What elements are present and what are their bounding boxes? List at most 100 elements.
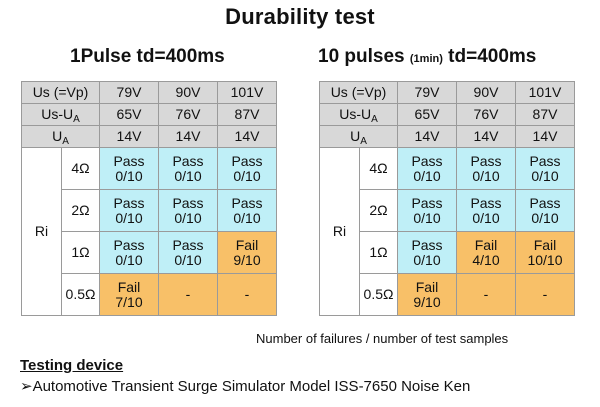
result-cell: Pass 0/10 xyxy=(158,147,218,190)
result-count: 0/10 xyxy=(115,209,143,226)
row-us-vp-label: Us (=Vp) xyxy=(21,81,100,104)
result-label: Pass xyxy=(529,152,561,169)
row-us-ua-value: 87V xyxy=(217,103,277,126)
result-count: 7/10 xyxy=(115,293,143,310)
row-us-ua-label-main: Us-U xyxy=(339,106,372,122)
row-ua-value: 14V xyxy=(515,125,575,148)
result-count: 0/10 xyxy=(233,167,261,184)
result-cell: - xyxy=(158,273,218,316)
result-label: Pass xyxy=(231,152,263,169)
row-us-vp-value: 79V xyxy=(397,81,457,104)
result-label: Pass xyxy=(172,152,204,169)
row-us-vp: Us (=Vp) 79V 90V 101V xyxy=(319,81,575,104)
result-label: - xyxy=(542,286,548,302)
subtitle-ten-pulses-duration: (1min) xyxy=(409,53,443,65)
result-label: Fail xyxy=(235,236,259,253)
result-count: 0/10 xyxy=(413,167,441,184)
testing-device-name: Automotive Transient Surge Simulator Mod… xyxy=(32,378,471,395)
resistance-label: 1Ω xyxy=(61,231,100,274)
result-cell: Pass 0/10 xyxy=(515,147,575,190)
result-label: Pass xyxy=(113,236,145,253)
row-us-ua: Us-UA 65V 76V 87V xyxy=(21,103,277,126)
result-count: 0/10 xyxy=(531,209,559,226)
row-us-ua-value: 65V xyxy=(99,103,159,126)
resistance-label: 2Ω xyxy=(359,189,398,232)
row-ua-label-subscript: A xyxy=(62,136,69,147)
result-label: - xyxy=(244,286,250,302)
result-count: 10/10 xyxy=(527,251,563,268)
row-ua: UA 14V 14V 14V xyxy=(319,125,575,148)
row-us-ua-value: 65V xyxy=(397,103,457,126)
row-ua-value: 14V xyxy=(99,125,159,148)
result-label: Fail xyxy=(117,278,141,295)
result-cell: Pass 0/10 xyxy=(397,147,457,190)
result-count: 9/10 xyxy=(233,251,261,268)
page-title: Durability test xyxy=(225,4,375,29)
resistance-label: 0.5Ω xyxy=(359,273,398,316)
bullet-arrow-icon: ➢ xyxy=(20,378,33,395)
subtitle-ten-pulses-main: 10 pulses xyxy=(318,46,405,67)
results-table-ten-pulses: Us (=Vp) 79V 90V 101V Us-UA 65V 76V 87V UA 14V 14V… xyxy=(319,81,575,316)
row-us-ua: Us-UA 65V 76V 87V xyxy=(319,103,575,126)
result-cell: - xyxy=(456,273,516,316)
row-ua-value: 14V xyxy=(217,125,277,148)
result-cell: Fail 9/10 xyxy=(217,231,277,274)
result-label: Pass xyxy=(470,194,502,211)
result-cell: Fail 9/10 xyxy=(397,273,457,316)
resistance-label: 2Ω xyxy=(61,189,100,232)
result-cell: - xyxy=(515,273,575,316)
result-label: Pass xyxy=(529,194,561,211)
result-count: 0/10 xyxy=(174,209,202,226)
row-us-vp-value: 90V xyxy=(158,81,218,104)
resistance-label: 4Ω xyxy=(359,147,398,190)
row-us-ua-label-subscript: A xyxy=(371,114,378,125)
result-cell: Pass 0/10 xyxy=(158,231,218,274)
result-cell: Pass 0/10 xyxy=(456,189,516,232)
result-count: 0/10 xyxy=(472,209,500,226)
result-cell: Pass 0/10 xyxy=(99,147,159,190)
row-us-ua-label-subscript: A xyxy=(73,114,80,125)
result-count: 0/10 xyxy=(115,167,143,184)
row-us-vp-value: 79V xyxy=(99,81,159,104)
result-cell: Pass 0/10 xyxy=(158,189,218,232)
result-count: 0/10 xyxy=(115,251,143,268)
result-count: 0/10 xyxy=(472,167,500,184)
row-us-ua-value: 87V xyxy=(515,103,575,126)
subtitle-one-pulse: 1Pulse td=400ms xyxy=(70,46,225,67)
row-us-vp: Us (=Vp) 79V 90V 101V xyxy=(21,81,277,104)
result-cell: Pass 0/10 xyxy=(397,189,457,232)
row-ua-value: 14V xyxy=(456,125,516,148)
table-row: Ri 4Ω Pass 0/10 Pass 0/10 Pass 0/10 xyxy=(21,147,277,316)
result-label: Pass xyxy=(411,152,443,169)
result-count: 0/10 xyxy=(233,209,261,226)
table-row: 2Ω Pass 0/10 Pass 0/10 Pass 0/10 xyxy=(22,189,277,232)
result-cell: Pass 0/10 xyxy=(217,189,277,232)
resistance-label: 0.5Ω xyxy=(61,273,100,316)
result-cell: Pass 0/10 xyxy=(217,147,277,190)
result-label: Pass xyxy=(231,194,263,211)
result-count: 0/10 xyxy=(413,209,441,226)
row-us-ua-value: 76V xyxy=(158,103,218,126)
testing-device-line: ➢Automotive Transient Surge Simulator Mo… xyxy=(20,377,470,395)
row-us-ua-label: Us-UA xyxy=(21,103,100,126)
result-label: Fail xyxy=(533,236,557,253)
result-cell: Fail 7/10 xyxy=(99,273,159,316)
result-cell: Pass 0/10 xyxy=(515,189,575,232)
result-cell: Pass 0/10 xyxy=(99,231,159,274)
resistance-label: 1Ω xyxy=(359,231,398,274)
result-count: 4/10 xyxy=(472,251,500,268)
result-label: Fail xyxy=(415,278,439,295)
result-cell: Pass 0/10 xyxy=(99,189,159,232)
resistance-label: 4Ω xyxy=(61,147,100,190)
row-us-ua-label: Us-UA xyxy=(319,103,398,126)
row-ua-label: UA xyxy=(319,125,398,148)
result-cell: Pass 0/10 xyxy=(456,147,516,190)
ri-label: Ri xyxy=(21,147,62,316)
row-ua-label-main: U xyxy=(52,128,63,144)
table-row: 2Ω Pass 0/10 Pass 0/10 Pass 0/10 xyxy=(320,189,575,232)
result-cell: - xyxy=(217,273,277,316)
table-row: 1Ω Pass 0/10 Fail 4/10 Fail 10/10 xyxy=(320,231,575,274)
result-cell: Fail 4/10 xyxy=(456,231,516,274)
row-ua: UA 14V 14V 14V xyxy=(21,125,277,148)
result-label: Pass xyxy=(113,194,145,211)
